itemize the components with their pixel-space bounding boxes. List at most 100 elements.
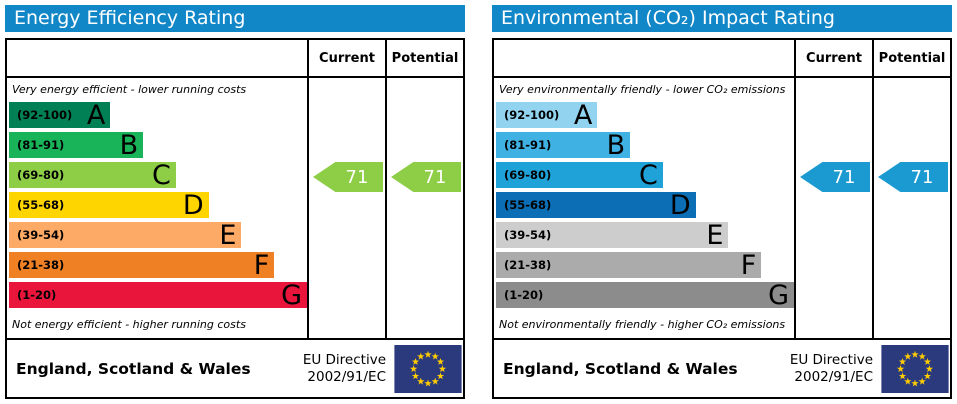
energy-efficiency-panel: Energy Efficiency Rating Current Potenti…	[5, 5, 465, 399]
band-bar-f: (21-38) F	[496, 249, 762, 281]
band-row-c: (69-80) C	[496, 162, 794, 192]
panel-title: Environmental (CO₂) Impact Rating	[492, 5, 952, 32]
band-row-f: (21-38) F	[496, 252, 794, 282]
potential-column: 71	[385, 78, 463, 338]
eu-directive-line1: EU Directive	[302, 351, 386, 368]
eu-flag-icon	[394, 344, 462, 393]
eu-flag-icon	[881, 344, 949, 393]
band-letter: E	[219, 219, 237, 251]
band-letter: B	[606, 129, 626, 161]
current-rating-value: 71	[832, 166, 856, 188]
current-rating-value: 71	[345, 166, 369, 188]
panel-title: Energy Efficiency Rating	[5, 5, 465, 32]
eu-directive-label: EU Directive 2002/91/EC	[303, 352, 386, 386]
top-note: Very energy efficient - lower running co…	[12, 83, 247, 96]
band-row-e: (39-54) E	[496, 222, 794, 252]
band-row-f: (21-38) F	[9, 252, 307, 282]
band-range: (69-80)	[17, 168, 65, 182]
region-label: England, Scotland & Wales	[503, 359, 738, 378]
column-header-row: Current Potential	[494, 40, 950, 78]
band-range: (21-38)	[17, 258, 65, 272]
top-note: Very environmentally friendly - lower CO…	[499, 83, 786, 96]
bottom-note: Not environmentally friendly - higher CO…	[499, 318, 786, 331]
rating-table: Current Potential Very environmentally f…	[492, 38, 952, 399]
band-range: (92-100)	[17, 108, 73, 122]
band-row-c: (69-80) C	[9, 162, 307, 192]
band-bar-c: (69-80) C	[496, 159, 663, 191]
band-letter: A	[86, 99, 106, 131]
band-range: (39-54)	[504, 228, 552, 242]
band-area: Very energy efficient - lower running co…	[7, 78, 307, 338]
band-letter: F	[253, 249, 270, 281]
header-spacer	[7, 40, 307, 76]
current-rating-arrow: 71	[313, 162, 383, 192]
environmental-impact-panel: Environmental (CO₂) Impact Rating Curren…	[492, 5, 952, 399]
column-header-row: Current Potential	[7, 40, 463, 78]
band-range: (1-20)	[504, 288, 544, 302]
band-bar-d: (55-68) D	[496, 189, 696, 221]
band-bar-f: (21-38) F	[9, 249, 275, 281]
band-range: (92-100)	[504, 108, 560, 122]
band-row-d: (55-68) D	[496, 192, 794, 222]
eu-directive-line2: 2002/91/EC	[794, 368, 873, 385]
band-range: (55-68)	[17, 198, 65, 212]
band-row-b: (81-91) B	[9, 132, 307, 162]
band-letter: G	[768, 279, 789, 311]
band-row-e: (39-54) E	[9, 222, 307, 252]
band-bar-g: (1-20) G	[9, 279, 307, 311]
band-letter: F	[740, 249, 757, 281]
band-bar-d: (55-68) D	[9, 189, 209, 221]
potential-column-header: Potential	[872, 40, 950, 76]
band-bar-a: (92-100) A	[496, 99, 598, 131]
potential-rating-value: 71	[423, 166, 447, 188]
band-letter: C	[152, 159, 171, 191]
eu-directive-line1: EU Directive	[789, 351, 873, 368]
band-row-a: (92-100) A	[496, 102, 794, 132]
rating-scale-area: Very environmentally friendly - lower CO…	[494, 78, 950, 338]
band-bar-b: (81-91) B	[496, 129, 631, 161]
band-bar-g: (1-20) G	[496, 279, 794, 311]
current-column-header: Current	[307, 40, 385, 76]
potential-column: 71	[872, 78, 950, 338]
rating-table: Current Potential Very energy efficient …	[5, 38, 465, 399]
bottom-note: Not energy efficient - higher running co…	[12, 318, 246, 331]
band-bar-a: (92-100) A	[9, 99, 111, 131]
current-column-header: Current	[794, 40, 872, 76]
band-letter: D	[669, 189, 691, 221]
band-row-b: (81-91) B	[496, 132, 794, 162]
band-range: (69-80)	[504, 168, 552, 182]
band-range: (81-91)	[17, 138, 65, 152]
potential-rating-value: 71	[910, 166, 934, 188]
band-bar-b: (81-91) B	[9, 129, 144, 161]
band-range: (39-54)	[17, 228, 65, 242]
potential-column-header: Potential	[385, 40, 463, 76]
rating-scale-area: Very energy efficient - lower running co…	[7, 78, 463, 338]
band-bar-c: (69-80) C	[9, 159, 176, 191]
band-letter: D	[182, 189, 204, 221]
band-range: (1-20)	[17, 288, 57, 302]
band-letter: A	[573, 99, 593, 131]
current-column: 71	[794, 78, 872, 338]
band-letter: B	[119, 129, 139, 161]
band-range: (81-91)	[504, 138, 552, 152]
band-letter: G	[281, 279, 302, 311]
eu-directive-line2: 2002/91/EC	[307, 368, 386, 385]
potential-rating-arrow: 71	[391, 162, 461, 192]
band-range: (21-38)	[504, 258, 552, 272]
current-column: 71	[307, 78, 385, 338]
region-label: England, Scotland & Wales	[16, 359, 251, 378]
panel-footer: England, Scotland & Wales EU Directive 2…	[494, 338, 950, 397]
band-area: Very environmentally friendly - lower CO…	[494, 78, 794, 338]
potential-rating-arrow: 71	[878, 162, 948, 192]
current-rating-arrow: 71	[800, 162, 870, 192]
band-row-g: (1-20) G	[9, 282, 307, 312]
band-letter: C	[639, 159, 658, 191]
band-row-d: (55-68) D	[9, 192, 307, 222]
panel-footer: England, Scotland & Wales EU Directive 2…	[7, 338, 463, 397]
eu-directive-label: EU Directive 2002/91/EC	[790, 352, 873, 386]
band-bar-e: (39-54) E	[9, 219, 242, 251]
band-range: (55-68)	[504, 198, 552, 212]
band-bar-e: (39-54) E	[496, 222, 729, 249]
band-row-a: (92-100) A	[9, 102, 307, 132]
header-spacer	[494, 40, 794, 76]
